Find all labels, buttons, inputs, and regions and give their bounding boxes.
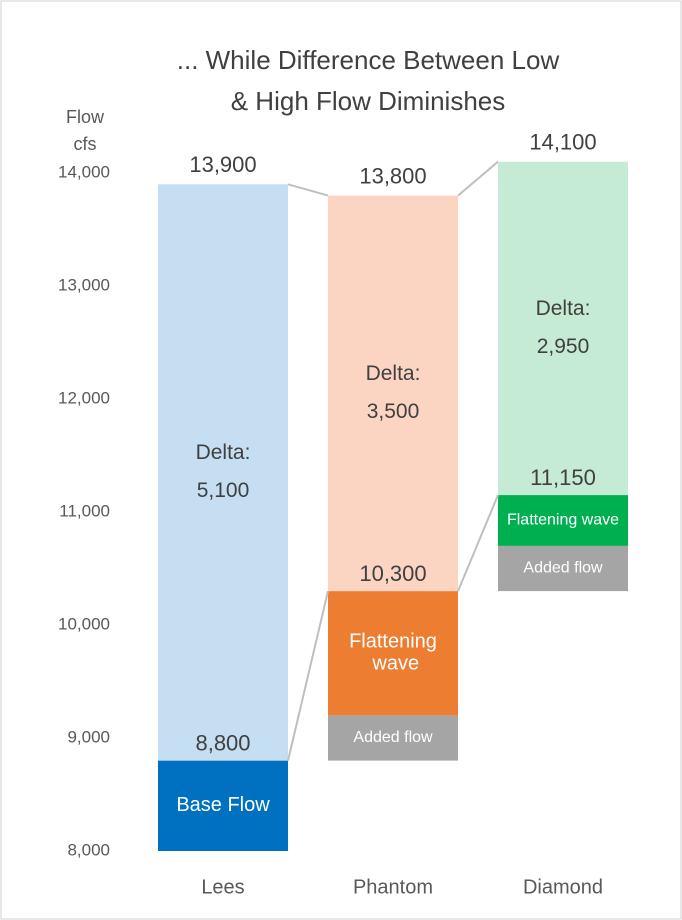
segment-label: Delta: <box>196 441 251 464</box>
bar-segment <box>158 184 288 761</box>
segment-label: Added flow <box>353 729 433 746</box>
bar-segment <box>328 195 458 592</box>
y-tick-label: 12,000 <box>58 388 110 407</box>
bar-segment <box>328 591 458 716</box>
bar-segment <box>498 545 628 592</box>
y-tick-label: 11,000 <box>59 501 110 520</box>
data-label: 2,950 <box>537 335 590 358</box>
x-tick-label: Phantom <box>353 876 433 898</box>
bar-segment <box>158 760 288 851</box>
segment-label: Added flow <box>523 560 603 577</box>
segment-label: Flattening wave <box>349 631 437 675</box>
connector <box>287 590 329 761</box>
connector <box>457 160 499 197</box>
data-label: 10,300 <box>359 561 426 586</box>
x-tick-label: Lees <box>201 876 244 898</box>
segment-label: Delta: <box>366 362 421 385</box>
y-tick-label: 14,000 <box>58 162 110 181</box>
bar-segment <box>498 495 628 546</box>
connector <box>287 183 329 197</box>
data-label: 13,900 <box>189 152 256 177</box>
y-tick-label: 10,000 <box>58 614 110 633</box>
y-tick-label: 8,000 <box>67 840 110 859</box>
y-axis-label: Flow <box>66 107 105 127</box>
x-tick-label: Diamond <box>523 876 603 898</box>
data-label: 11,150 <box>530 465 596 490</box>
chart-title: ... While Difference Between Low <box>177 45 560 75</box>
data-label: 13,800 <box>359 163 426 188</box>
segment-label: Delta: <box>536 297 591 320</box>
data-label: 8,800 <box>195 730 250 755</box>
bar-segment <box>328 715 458 761</box>
bar-segment <box>498 161 628 496</box>
y-tick-label: 9,000 <box>67 727 110 746</box>
connector <box>457 494 499 592</box>
y-tick-label: 13,000 <box>58 275 110 294</box>
data-label: 5,100 <box>197 479 250 502</box>
data-label: 14,100 <box>529 130 596 155</box>
y-axis-label: cfs <box>73 134 96 154</box>
chart-title: & High Flow Diminishes <box>231 86 506 116</box>
segment-label: Flattening wave <box>507 512 619 529</box>
data-label: 3,500 <box>367 400 420 423</box>
segment-label: Base Flow <box>176 794 270 816</box>
